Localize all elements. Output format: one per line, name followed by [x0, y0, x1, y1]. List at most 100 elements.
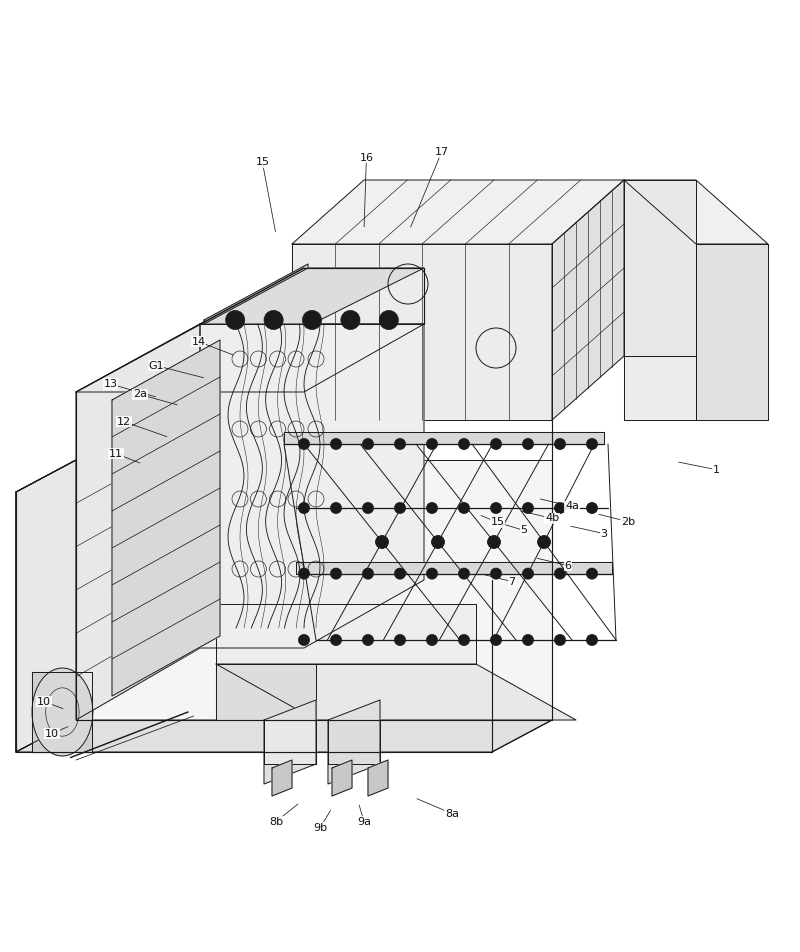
Text: 5: 5	[521, 526, 527, 535]
Text: 12: 12	[117, 417, 131, 426]
Polygon shape	[264, 720, 316, 764]
Circle shape	[458, 503, 470, 513]
Text: 6: 6	[565, 561, 571, 570]
Polygon shape	[16, 460, 76, 752]
Polygon shape	[112, 340, 220, 696]
Circle shape	[490, 568, 502, 579]
Polygon shape	[16, 460, 76, 752]
Circle shape	[394, 568, 406, 579]
Polygon shape	[328, 700, 380, 784]
Polygon shape	[32, 668, 93, 756]
Circle shape	[586, 439, 598, 449]
Polygon shape	[624, 180, 768, 244]
Circle shape	[487, 536, 501, 548]
Text: 4b: 4b	[545, 513, 559, 524]
Polygon shape	[76, 324, 200, 720]
Text: 10: 10	[37, 697, 51, 706]
Polygon shape	[284, 432, 604, 444]
Text: 4a: 4a	[565, 502, 579, 511]
Circle shape	[394, 503, 406, 513]
Polygon shape	[200, 324, 424, 648]
Circle shape	[458, 568, 470, 579]
Circle shape	[522, 568, 534, 579]
Circle shape	[554, 439, 566, 449]
Circle shape	[426, 439, 438, 449]
Text: 9b: 9b	[313, 823, 327, 833]
Circle shape	[302, 310, 322, 329]
Text: 8a: 8a	[445, 808, 459, 819]
Polygon shape	[16, 720, 552, 752]
Polygon shape	[216, 604, 476, 664]
Circle shape	[394, 439, 406, 449]
Circle shape	[298, 503, 310, 513]
Circle shape	[554, 634, 566, 645]
Text: 7: 7	[509, 577, 515, 586]
Circle shape	[330, 568, 342, 579]
Polygon shape	[328, 720, 380, 764]
Circle shape	[426, 503, 438, 513]
Circle shape	[554, 568, 566, 579]
Polygon shape	[368, 760, 388, 796]
Text: G1: G1	[148, 361, 164, 370]
Circle shape	[226, 310, 245, 329]
Polygon shape	[624, 180, 696, 356]
Polygon shape	[216, 664, 576, 720]
Circle shape	[330, 634, 342, 645]
Circle shape	[298, 439, 310, 449]
Circle shape	[432, 536, 445, 548]
Circle shape	[586, 634, 598, 645]
Polygon shape	[332, 760, 352, 796]
Text: 3: 3	[601, 528, 607, 539]
Circle shape	[362, 439, 374, 449]
Text: 1: 1	[713, 465, 719, 475]
Text: 11: 11	[109, 448, 123, 459]
Polygon shape	[292, 180, 624, 244]
Polygon shape	[76, 460, 552, 720]
Text: 9a: 9a	[357, 817, 371, 826]
Text: 15: 15	[255, 157, 270, 168]
Polygon shape	[296, 562, 612, 574]
Circle shape	[458, 439, 470, 449]
Polygon shape	[200, 268, 424, 324]
Polygon shape	[696, 244, 768, 420]
Circle shape	[341, 310, 360, 329]
Polygon shape	[264, 700, 316, 784]
Circle shape	[394, 634, 406, 645]
Polygon shape	[16, 460, 76, 752]
Circle shape	[586, 503, 598, 513]
Circle shape	[379, 310, 398, 329]
Polygon shape	[292, 244, 552, 420]
Circle shape	[490, 503, 502, 513]
Polygon shape	[272, 760, 292, 796]
Circle shape	[362, 503, 374, 513]
Text: 2a: 2a	[133, 389, 147, 400]
Circle shape	[490, 439, 502, 449]
Circle shape	[376, 536, 389, 548]
Polygon shape	[624, 356, 696, 420]
Text: 14: 14	[191, 337, 206, 347]
Text: 15: 15	[490, 517, 505, 527]
Circle shape	[522, 503, 534, 513]
Polygon shape	[264, 720, 316, 764]
Text: 2b: 2b	[621, 517, 635, 526]
Text: 10: 10	[45, 728, 59, 739]
Circle shape	[522, 634, 534, 645]
Circle shape	[554, 503, 566, 513]
Circle shape	[522, 439, 534, 449]
Circle shape	[298, 634, 310, 645]
Polygon shape	[204, 264, 308, 324]
Circle shape	[362, 634, 374, 645]
Polygon shape	[32, 672, 92, 752]
Polygon shape	[76, 392, 424, 460]
Circle shape	[298, 568, 310, 579]
Text: 16: 16	[359, 152, 374, 163]
Text: 17: 17	[434, 147, 449, 157]
Circle shape	[538, 536, 550, 548]
Circle shape	[330, 439, 342, 449]
Circle shape	[490, 634, 502, 645]
Circle shape	[426, 634, 438, 645]
Text: 8b: 8b	[269, 817, 283, 826]
Circle shape	[458, 634, 470, 645]
Circle shape	[330, 503, 342, 513]
Polygon shape	[216, 664, 316, 720]
